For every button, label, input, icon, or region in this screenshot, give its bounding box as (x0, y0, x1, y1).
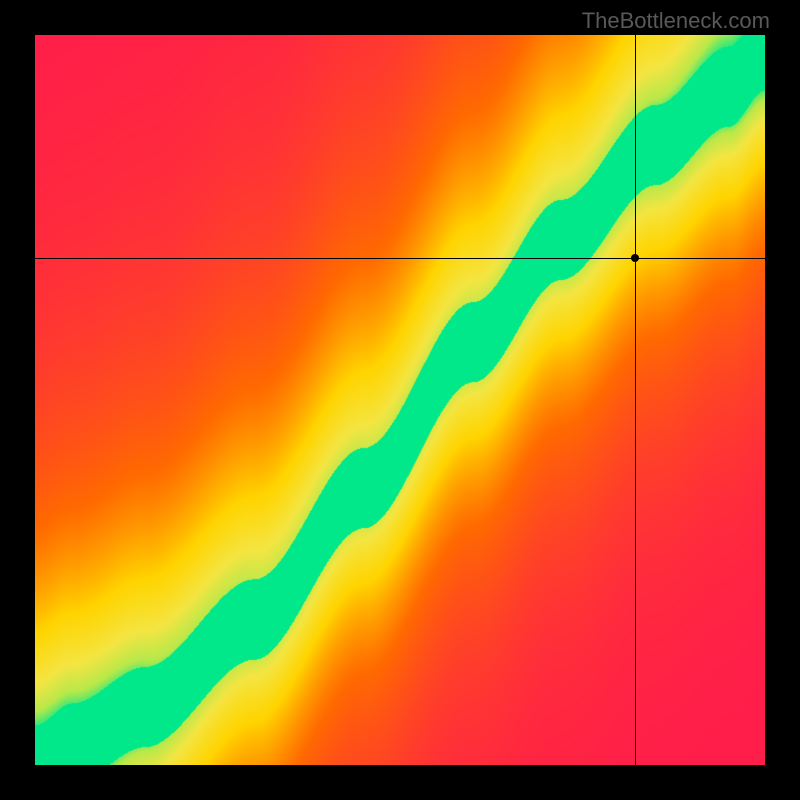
crosshair-horizontal-line (35, 258, 765, 259)
watermark-text: TheBottleneck.com (582, 8, 770, 34)
bottleneck-heatmap-chart (35, 35, 765, 765)
crosshair-marker-point (631, 254, 639, 262)
heatmap-canvas (35, 35, 765, 765)
crosshair-vertical-line (635, 35, 636, 765)
